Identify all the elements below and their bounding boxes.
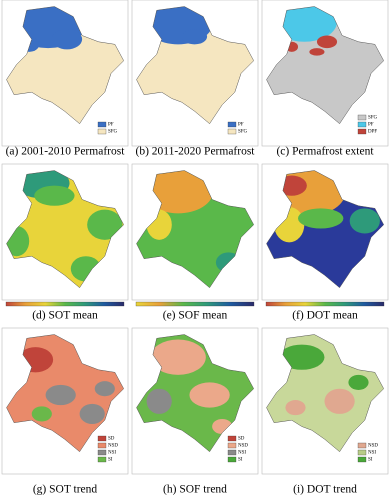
map-region xyxy=(94,381,115,397)
legend-label: NSI xyxy=(238,451,246,456)
colorbar xyxy=(135,301,255,307)
legend-label: PF xyxy=(238,123,244,128)
map-panel: PF SFG xyxy=(131,0,259,147)
legend-swatch xyxy=(97,121,107,128)
map-region xyxy=(34,185,75,206)
map-region xyxy=(348,374,369,390)
legend-swatch xyxy=(97,128,107,135)
map-region xyxy=(298,208,344,229)
colorbar xyxy=(5,301,125,307)
map-outline xyxy=(136,334,255,453)
map-panel: SD NSD NSI SI xyxy=(131,327,259,475)
legend-label: NSI xyxy=(368,451,376,456)
map-region xyxy=(349,208,380,234)
legend-label: PF xyxy=(368,123,374,128)
legend-swatch xyxy=(97,435,107,442)
legend-swatch xyxy=(357,449,367,456)
legend-label: SFG xyxy=(238,130,248,135)
map-panel xyxy=(1,163,129,307)
map-outline xyxy=(266,6,385,125)
legend-swatch xyxy=(357,121,367,128)
legend-swatch xyxy=(227,456,237,463)
legend-swatch xyxy=(227,449,237,456)
panel-caption: (b) 2011-2020 Permafrost xyxy=(135,146,255,158)
map-outline xyxy=(6,334,125,453)
map-outline xyxy=(6,170,125,289)
legend-label: SFG xyxy=(108,130,118,135)
legend-swatch xyxy=(227,435,237,442)
legend-swatch xyxy=(97,442,107,449)
panel-caption: (a) 2001-2010 Permafrost xyxy=(6,146,126,158)
map-panel: PF SFG xyxy=(1,0,129,147)
legend-label: DPF xyxy=(368,130,377,135)
legend-swatch xyxy=(227,121,237,128)
legend-label: NSD xyxy=(238,444,248,449)
map-panel: SFG PF DPF xyxy=(261,0,389,147)
map-region xyxy=(189,382,230,408)
map-region xyxy=(31,406,52,422)
map-region xyxy=(45,384,76,406)
map-outline xyxy=(266,170,385,289)
legend-swatch xyxy=(357,114,367,121)
colorbar xyxy=(265,301,385,307)
map-fill xyxy=(136,6,254,124)
map-region xyxy=(271,6,338,42)
panel-caption: (d) SOT mean xyxy=(32,310,98,322)
map-region xyxy=(146,388,172,414)
map-region xyxy=(181,29,208,45)
panel-caption: (g) SOT trend xyxy=(33,484,98,496)
map-region xyxy=(51,29,83,50)
map-outline xyxy=(136,170,255,289)
legend-label: NSD xyxy=(368,444,378,449)
legend-label: SI xyxy=(238,458,243,463)
legend-label: NSD xyxy=(108,444,118,449)
legend-label: SFG xyxy=(368,116,378,121)
legend-swatch xyxy=(357,456,367,463)
map-region xyxy=(79,403,105,424)
legend-label: SD xyxy=(108,437,115,442)
map-panel xyxy=(261,163,389,307)
map-panel: NSD NSI SI xyxy=(261,327,389,475)
legend-swatch xyxy=(357,442,367,449)
map-panel xyxy=(131,163,259,307)
legend-label: SD xyxy=(238,437,245,442)
map-outline xyxy=(266,334,385,453)
panel-caption: (i) DOT trend xyxy=(293,484,357,496)
map-region xyxy=(316,35,338,49)
map-region xyxy=(279,344,325,370)
map-fill xyxy=(266,170,384,288)
map-region xyxy=(87,209,123,240)
map-outline xyxy=(6,6,125,125)
map-outline xyxy=(136,6,255,125)
map-region xyxy=(285,400,306,416)
legend-swatch xyxy=(227,128,237,135)
map-region xyxy=(150,339,206,375)
panel-caption: (f) DOT mean xyxy=(292,310,358,322)
legend-swatch xyxy=(227,442,237,449)
panel-caption: (h) SOF trend xyxy=(163,484,227,496)
legend-swatch xyxy=(357,128,367,135)
legend-label: SI xyxy=(368,458,373,463)
legend-label: PF xyxy=(108,123,114,128)
panel-caption: (c) Permafrost extent xyxy=(276,146,374,158)
legend-label: SI xyxy=(108,458,113,463)
map-region xyxy=(309,48,325,56)
legend-label: NSI xyxy=(108,451,116,456)
panel-caption: (e) SOF mean xyxy=(163,310,228,322)
map-region xyxy=(324,388,355,414)
legend-swatch xyxy=(97,456,107,463)
legend-swatch xyxy=(97,449,107,456)
map-panel: SD NSD NSI SI xyxy=(1,327,129,475)
